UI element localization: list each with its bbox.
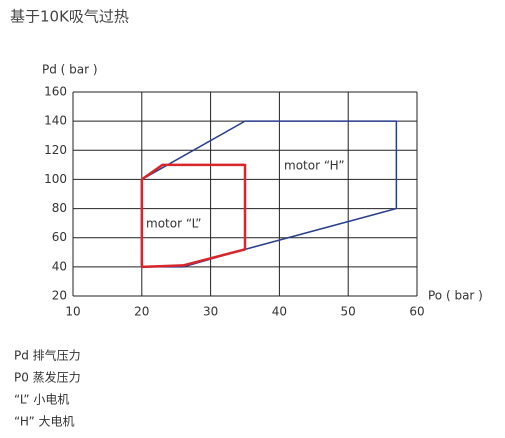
chart-title: 基于10K吸气过热 bbox=[10, 8, 129, 26]
envelope-line bbox=[141, 120, 398, 268]
x-axis-label: Po ( bar ) bbox=[428, 289, 483, 303]
x-tick-label: 50 bbox=[341, 305, 356, 319]
x-tick-label: 20 bbox=[134, 305, 149, 319]
y-tick-label: 160 bbox=[44, 85, 67, 99]
y-tick-label: 20 bbox=[52, 289, 67, 303]
series-label: motor “H” bbox=[284, 159, 345, 173]
x-tick-label: 10 bbox=[65, 305, 80, 319]
x-tick-label: 40 bbox=[272, 305, 287, 319]
note: P0 蒸发压力 bbox=[14, 370, 81, 385]
x-tick-label: 60 bbox=[409, 305, 424, 319]
series-label: motor “L” bbox=[146, 217, 201, 231]
y-tick-label: 80 bbox=[52, 201, 67, 215]
note: “H” 大电机 bbox=[14, 415, 75, 429]
y-axis-label: Pd ( bar ) bbox=[42, 63, 98, 77]
envelope-line bbox=[140, 163, 247, 269]
y-tick-label: 120 bbox=[44, 143, 67, 157]
y-tick-label: 140 bbox=[44, 114, 67, 128]
y-tick-label: 100 bbox=[44, 172, 67, 186]
y-tick-label: 40 bbox=[52, 259, 67, 273]
note: Pd 排气压力 bbox=[14, 348, 81, 363]
x-tick-label: 30 bbox=[203, 305, 218, 319]
note: “L” 小电机 bbox=[14, 393, 69, 407]
y-tick-label: 60 bbox=[52, 230, 67, 244]
